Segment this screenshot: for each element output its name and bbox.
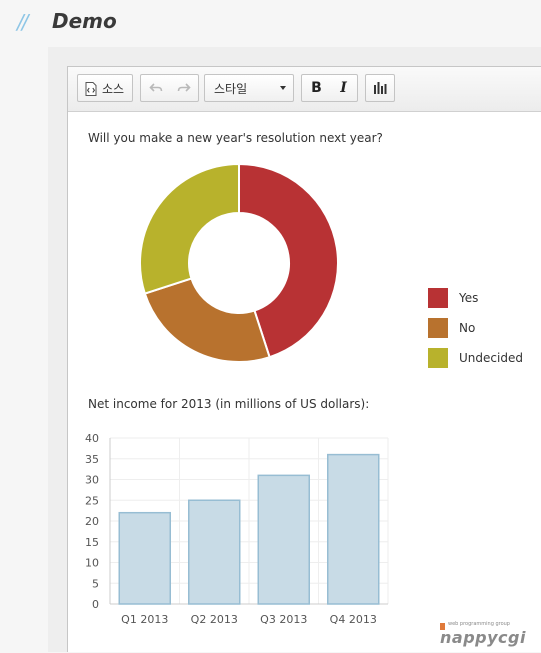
format-group: B I bbox=[301, 74, 358, 102]
editor-toolbar: 소스 스타일 B I bbox=[68, 67, 541, 112]
pie-chart-question: Will you make a new year's resolution ne… bbox=[88, 131, 383, 145]
y-tick-label: 15 bbox=[85, 536, 99, 549]
chevron-down-icon bbox=[280, 86, 286, 90]
bar-q2-2013 bbox=[188, 499, 241, 605]
watermark-small-text: web programming group bbox=[448, 621, 510, 627]
slashes-decoration: // bbox=[17, 10, 29, 34]
y-tick-label: 20 bbox=[85, 515, 99, 528]
y-tick-label: 35 bbox=[85, 453, 99, 466]
watermark: web programming group nappycgi bbox=[440, 621, 536, 647]
bar-q1-2013 bbox=[118, 511, 171, 605]
bar-q3-2013 bbox=[257, 474, 310, 605]
x-tick-label: Q2 2013 bbox=[191, 613, 238, 624]
y-tick-label: 5 bbox=[92, 577, 99, 590]
style-dropdown[interactable]: 스타일 bbox=[204, 74, 294, 102]
rich-text-editor[interactable]: 소스 스타일 B I bbox=[67, 66, 541, 652]
chart-button[interactable] bbox=[365, 74, 395, 102]
bar-q4-2013 bbox=[327, 453, 380, 605]
legend-label-undecided: Undecided bbox=[459, 351, 523, 365]
y-tick-label: 25 bbox=[85, 494, 99, 507]
undo-button[interactable] bbox=[142, 75, 170, 101]
demo-header: // Demo bbox=[0, 0, 541, 46]
source-icon bbox=[85, 81, 97, 96]
x-tick-label: Q3 2013 bbox=[260, 613, 307, 624]
y-tick-label: 0 bbox=[92, 598, 99, 611]
bold-button[interactable]: B bbox=[311, 80, 322, 96]
legend-swatch-undecided bbox=[428, 348, 448, 368]
undo-icon bbox=[149, 83, 163, 92]
y-tick-label: 10 bbox=[85, 557, 99, 570]
watermark-mark bbox=[440, 623, 445, 630]
x-tick-label: Q4 2013 bbox=[330, 613, 377, 624]
legend-label-no: No bbox=[459, 321, 476, 335]
donut-slice-no bbox=[143, 277, 271, 363]
legend-item-undecided: Undecided bbox=[428, 348, 541, 370]
bar-chart-icon bbox=[366, 75, 394, 101]
page-title: Demo bbox=[52, 9, 117, 33]
donut-chart bbox=[139, 162, 339, 363]
editor-content[interactable]: Will you make a new year's resolution ne… bbox=[68, 112, 541, 653]
legend-swatch-no bbox=[428, 318, 448, 338]
legend-item-no: No bbox=[428, 318, 541, 340]
donut-slice-yes bbox=[238, 162, 339, 359]
y-tick-label: 30 bbox=[85, 474, 99, 487]
italic-button[interactable]: I bbox=[340, 80, 347, 96]
legend-label-yes: Yes bbox=[459, 291, 479, 305]
watermark-logo-text: nappycgi bbox=[440, 628, 526, 647]
redo-button[interactable] bbox=[170, 75, 198, 101]
style-dropdown-label: 스타일 bbox=[214, 82, 248, 96]
bar-chart-title: Net income for 2013 (in millions of US d… bbox=[88, 397, 370, 411]
redo-icon bbox=[177, 83, 191, 92]
legend-item-yes: Yes bbox=[428, 288, 541, 310]
source-label: 소스 bbox=[102, 82, 125, 96]
y-tick-label: 40 bbox=[85, 432, 99, 445]
donut-slice-undecided bbox=[139, 162, 240, 295]
bar-chart: 0 5 10 15 20 25 30 35 40 Q1 2013 Q2 2013 Q3 2013 Q4 … bbox=[85, 432, 389, 624]
x-tick-label: Q1 2013 bbox=[121, 613, 168, 624]
source-button[interactable]: 소스 bbox=[77, 74, 133, 102]
legend-swatch-yes bbox=[428, 288, 448, 308]
undo-redo-group bbox=[140, 74, 199, 102]
